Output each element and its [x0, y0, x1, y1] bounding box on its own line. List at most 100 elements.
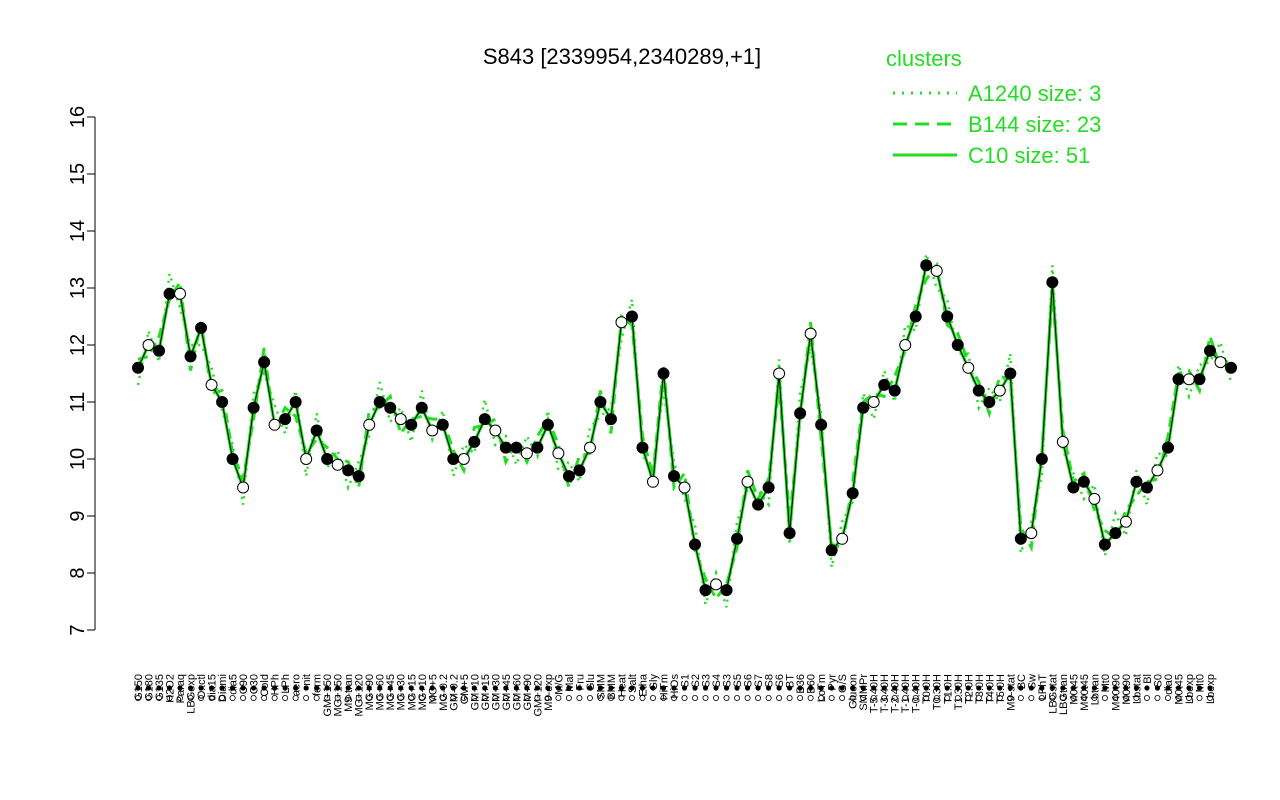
x-tick-marker — [440, 685, 446, 691]
x-tick-marker-open — [387, 695, 394, 702]
x-tick-marker — [734, 685, 740, 691]
x-tick-label: Glu — [585, 674, 597, 691]
x-tick-marker-open — [1070, 695, 1077, 702]
data-point — [447, 453, 460, 465]
data-point — [1109, 527, 1122, 540]
x-tick-label: S1 — [680, 674, 692, 687]
x-tick-marker-open — [891, 695, 898, 702]
x-tick-marker-open — [1101, 695, 1108, 702]
x-tick-marker-open — [860, 695, 867, 702]
data-point — [205, 378, 218, 391]
y-axis-ticks: 7 8 9 10 11 12 13 14 15 16 — [67, 106, 95, 636]
x-tick-label: M0t90 — [1121, 674, 1133, 705]
x-tick-marker-open — [271, 695, 278, 702]
data-point — [1193, 373, 1206, 386]
data-point — [174, 287, 187, 300]
data-point — [373, 396, 386, 408]
x-tick-marker — [461, 685, 467, 691]
data-point — [520, 447, 533, 460]
data-point — [962, 361, 975, 374]
x-tick-label: S3 — [701, 674, 713, 687]
x-tick-label: T3.0H — [974, 674, 986, 704]
data-connector-line — [137, 264, 1232, 591]
x-tick-label: MG+10 — [417, 674, 429, 710]
data-point — [153, 344, 166, 357]
x-tick-marker — [923, 685, 929, 691]
x-tick-marker-open — [145, 695, 152, 702]
x-tick-marker-open — [597, 695, 604, 702]
x-tick-label: Etha — [637, 673, 649, 697]
chart-title: S843 [2339954,2340289,+1] — [483, 44, 761, 69]
x-tick-marker — [482, 685, 488, 691]
data-point — [604, 413, 617, 426]
x-tick-label: dia15 — [207, 674, 219, 701]
x-tick-marker-open — [797, 695, 804, 702]
x-tick-marker-open — [912, 695, 919, 702]
data-point — [1140, 481, 1153, 494]
data-point — [573, 464, 586, 477]
x-tick-marker-open — [902, 695, 909, 702]
x-tick-label: C30 — [249, 674, 261, 694]
x-tick-marker — [356, 685, 362, 691]
x-tick-marker — [345, 685, 351, 691]
x-tick-marker — [513, 685, 519, 691]
data-point — [541, 418, 554, 431]
x-tick-label: S6 — [774, 674, 786, 687]
x-tick-marker — [976, 685, 982, 691]
x-tick-label: T-2.40H — [890, 674, 902, 713]
data-point — [825, 544, 838, 557]
data-point — [478, 413, 491, 426]
x-tick-label: dia0 — [1163, 674, 1175, 695]
x-tick-marker — [450, 685, 456, 691]
data-point — [1204, 344, 1216, 357]
x-tick-label: C90 — [238, 674, 250, 694]
data-point — [1119, 515, 1132, 528]
x-tick-marker-open — [818, 695, 825, 702]
x-tick-label: S2 — [690, 674, 702, 687]
x-tick-marker — [660, 685, 667, 691]
x-tick-label: Cold — [259, 674, 271, 697]
x-tick-label: M9-stat — [1005, 674, 1017, 711]
data-point — [625, 310, 638, 323]
x-tick-marker-open — [219, 695, 226, 702]
x-tick-marker-open — [1133, 695, 1140, 702]
x-tick-label: SMMPr — [858, 674, 870, 711]
data-point — [468, 435, 481, 448]
x-tick-label: dia5 — [228, 674, 240, 695]
x-tick-marker — [293, 685, 299, 691]
x-tick-label: LBGexp — [186, 674, 198, 714]
data-point — [804, 327, 817, 340]
x-tick-marker-open — [565, 695, 572, 702]
x-tick-label: M40t45 — [1079, 674, 1091, 711]
data-point — [363, 418, 376, 431]
x-tick-label: T4.0H — [984, 674, 996, 704]
x-tick-marker-open — [198, 695, 205, 702]
x-tick-label: Heat — [616, 674, 628, 697]
data-point — [300, 453, 313, 465]
x-tick-marker — [997, 685, 1003, 691]
x-tick-label: Lbstat — [1131, 674, 1143, 704]
x-tick-marker — [639, 685, 646, 691]
data-point — [562, 470, 575, 483]
x-tick-marker-open — [156, 695, 163, 702]
x-tick-marker-open — [954, 695, 961, 702]
x-tick-marker-open — [460, 695, 467, 702]
data-point — [583, 441, 596, 454]
x-tick-marker-open — [1017, 695, 1024, 702]
x-tick-label: Pyr — [827, 674, 839, 691]
data-point — [268, 418, 281, 431]
x-tick-marker-open — [681, 695, 688, 702]
x-tick-marker — [713, 685, 719, 691]
x-tick-label: M0t45 — [1068, 674, 1080, 705]
x-tick-marker-open — [492, 695, 499, 702]
x-axis-ticks: G150G180G135H2O2ParaqLBGexpOxctldia15Dia… — [133, 673, 1217, 716]
data-point — [1035, 453, 1048, 465]
x-tick-marker — [1154, 685, 1161, 691]
x-tick-label: B36 — [795, 674, 807, 694]
x-tick-marker-open — [1143, 695, 1150, 702]
x-tick-marker-open — [649, 695, 656, 702]
x-tick-marker-open — [376, 695, 383, 702]
x-tick-marker-open — [429, 695, 436, 702]
x-tick-marker — [324, 685, 330, 691]
x-tick-marker-open — [881, 695, 888, 702]
